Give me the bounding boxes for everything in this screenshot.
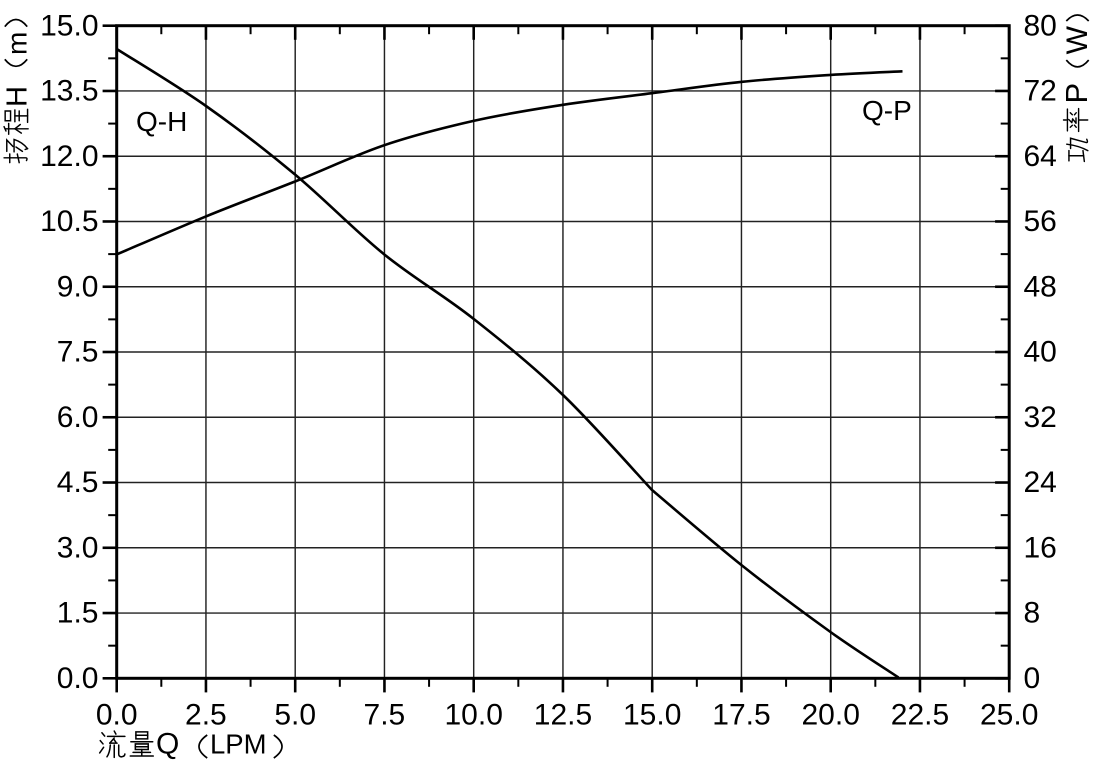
- svg-text:Q: Q: [156, 728, 179, 761]
- svg-text:10.5: 10.5: [40, 205, 98, 238]
- svg-text:8: 8: [1024, 597, 1041, 630]
- svg-text:25.0: 25.0: [980, 698, 1038, 731]
- svg-text:Q-H: Q-H: [136, 106, 187, 137]
- svg-text:32: 32: [1024, 401, 1057, 434]
- svg-text:0.0: 0.0: [96, 698, 138, 731]
- svg-text:56: 56: [1024, 205, 1057, 238]
- svg-text:1.5: 1.5: [57, 597, 99, 630]
- svg-text:9.0: 9.0: [57, 270, 99, 303]
- svg-text:0: 0: [1024, 662, 1041, 695]
- svg-text:7.5: 7.5: [364, 698, 406, 731]
- svg-text:3.0: 3.0: [57, 531, 99, 564]
- svg-text:15.0: 15.0: [623, 698, 681, 731]
- svg-text:6.0: 6.0: [57, 401, 99, 434]
- svg-text:Q-P: Q-P: [862, 95, 912, 126]
- svg-text:10.0: 10.0: [445, 698, 503, 731]
- svg-text:22.5: 22.5: [891, 698, 949, 731]
- svg-text:H: H: [2, 86, 34, 107]
- svg-text:2.5: 2.5: [185, 698, 227, 731]
- svg-text:15.0: 15.0: [40, 9, 98, 42]
- svg-text:48: 48: [1024, 270, 1057, 303]
- svg-text:5.0: 5.0: [274, 698, 316, 731]
- svg-text:13.5: 13.5: [40, 75, 98, 108]
- svg-text:16: 16: [1024, 531, 1057, 564]
- svg-text:72: 72: [1024, 75, 1057, 108]
- svg-text:24: 24: [1024, 466, 1057, 499]
- svg-text:W: W: [1061, 25, 1094, 54]
- svg-text:0.0: 0.0: [57, 662, 99, 695]
- svg-text:40: 40: [1024, 336, 1057, 369]
- svg-text:20.0: 20.0: [802, 698, 860, 731]
- svg-text:17.5: 17.5: [712, 698, 770, 731]
- svg-text:64: 64: [1024, 140, 1057, 173]
- svg-text:80: 80: [1024, 9, 1057, 42]
- svg-text:12.5: 12.5: [534, 698, 592, 731]
- svg-text:12.0: 12.0: [40, 140, 98, 173]
- svg-text:LPM: LPM: [210, 729, 267, 760]
- svg-text:7.5: 7.5: [57, 336, 99, 369]
- svg-text:P: P: [1059, 83, 1094, 104]
- svg-text:m: m: [2, 32, 33, 55]
- svg-text:4.5: 4.5: [57, 466, 99, 499]
